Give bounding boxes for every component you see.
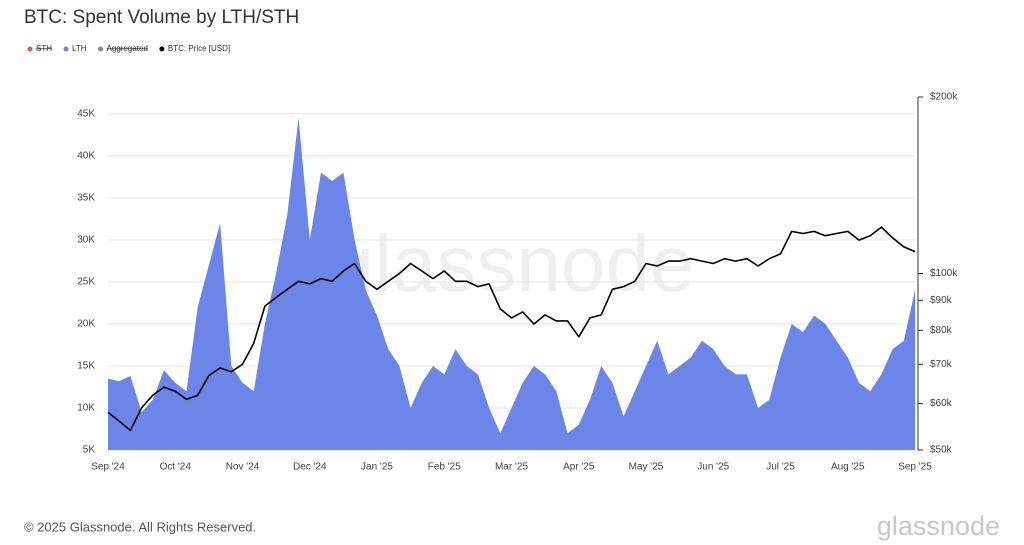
- y-tick-label: 45K: [77, 108, 95, 119]
- legend-marker: [63, 46, 69, 52]
- y-tick-label: 20K: [77, 319, 95, 330]
- legend-marker: [98, 46, 104, 52]
- legend: STH LTH Aggregated BTC: Price [USD]: [27, 44, 230, 53]
- x-tick-label: Aug '25: [831, 462, 865, 473]
- x-tick-label: May '25: [629, 462, 664, 473]
- logo: glassnode: [877, 511, 1000, 541]
- y-tick-label: 25K: [77, 277, 95, 288]
- watermark: glassnode: [330, 219, 695, 308]
- x-tick-label: Jul '25: [766, 462, 795, 473]
- y2-tick-label: $50k: [930, 445, 953, 456]
- y2-tick-label: $60k: [930, 398, 953, 409]
- x-tick-label: Sep '25: [898, 462, 932, 473]
- y2-tick-label: $80k: [930, 325, 953, 336]
- y-tick-label: 15K: [77, 361, 95, 372]
- legend-label: Aggregated: [107, 44, 148, 53]
- footer: © 2025 Glassnode. All Rights Reserved.: [24, 519, 256, 534]
- y-tick-label: 40K: [77, 150, 95, 161]
- x-tick-label: Sep '24: [91, 462, 125, 473]
- chart-title: BTC: Spent Volume by LTH/STH: [24, 7, 299, 28]
- y2-tick-label: $200k: [930, 92, 958, 103]
- legend-label: BTC: Price [USD]: [168, 44, 230, 53]
- legend-label: LTH: [72, 44, 87, 53]
- y-tick-label: 35K: [77, 192, 95, 203]
- x-tick-label: Apr '25: [563, 462, 595, 473]
- legend-label: STH: [36, 44, 52, 53]
- x-tick-label: Oct '24: [160, 462, 192, 473]
- x-tick-label: Mar '25: [495, 462, 528, 473]
- price-line: [107, 226, 916, 432]
- x-tick-label: Dec '24: [293, 462, 327, 473]
- legend-marker: [27, 46, 33, 52]
- legend-marker: [159, 46, 165, 52]
- y2-tick-label: $100k: [930, 268, 958, 279]
- y-tick-label: 30K: [77, 235, 95, 246]
- x-tick-label: Jan '25: [361, 462, 393, 473]
- y2-tick-label: $70k: [930, 359, 953, 370]
- y-tick-label: 10K: [77, 403, 95, 414]
- x-tick-label: Feb '25: [428, 462, 461, 473]
- x-tick-label: Jun '25: [697, 462, 729, 473]
- y-tick-label: 5K: [83, 445, 96, 456]
- volume-area: [108, 118, 915, 450]
- y2-tick-label: $90k: [930, 295, 953, 306]
- x-tick-label: Nov '24: [226, 462, 260, 473]
